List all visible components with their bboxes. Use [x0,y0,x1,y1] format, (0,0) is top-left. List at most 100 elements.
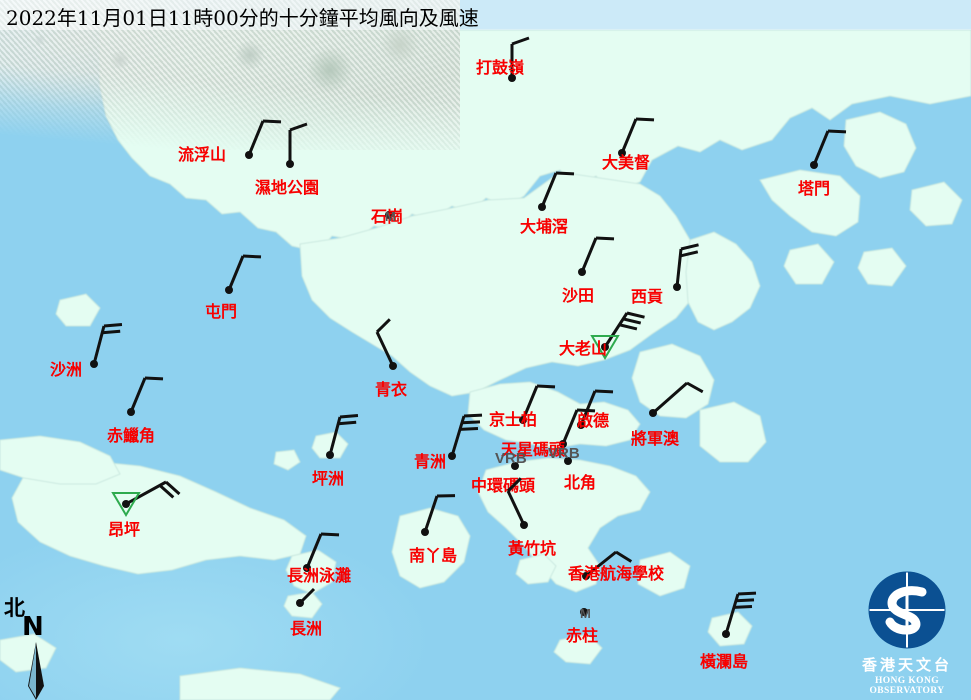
wind-barb-icon [812,129,847,166]
station-variable-wind-marker: VRB [548,445,580,462]
station-label: 天星碼頭 [501,440,566,459]
wind-barb-icon [579,389,614,426]
station-label: 流浮山 [178,145,227,164]
hko-logo: 香港天文台 HONG KONG OBSERVATORY [848,568,966,696]
station-dot [810,161,818,169]
wind-barb-icon [585,550,633,578]
wind-barb-icon [288,122,308,164]
station-dot [519,416,527,424]
compass-rose: 北 N [4,592,64,700]
station-dot [421,528,429,536]
station-dot [580,608,588,616]
wind-barb-icon [652,381,704,415]
station-dot [520,521,528,529]
wind-barb-icon [375,318,395,367]
station-label: 沙田 [562,286,595,305]
station-label: 南丫島 [409,546,458,565]
wind-barb-icon [540,171,575,208]
station-label: 長洲泳灘 [287,566,352,585]
station-dot [538,203,546,211]
wind-barb-icon [675,243,699,288]
hko-logo-icon [868,571,946,649]
station-label: 橫瀾島 [700,652,749,671]
station-label: 北角 [564,473,597,492]
station-label: 黃竹坑 [508,539,557,558]
station-label: 塔門 [798,179,831,198]
station-missing-marker: M [385,209,396,224]
station-dot [286,160,294,168]
wind-barb-icon [580,236,615,273]
station-dot [245,151,253,159]
station-label: 青洲 [414,452,447,471]
station-dot [90,360,98,368]
wind-barb-icon [305,532,340,569]
station-dot [564,457,572,465]
compass-north-chinese: 北 [4,595,25,620]
station-dot [578,268,586,276]
station-label: 香港航海學校 [568,564,665,583]
wind-barb-icon [111,480,181,517]
station-label: 大美督 [602,153,651,172]
station-dot [601,343,609,351]
wind-barb-icon [129,376,164,413]
wind-barb-icon [521,384,556,421]
station-dot [225,286,233,294]
wind-barb-icon [227,254,262,291]
station-label: 沙洲 [50,360,83,379]
station-dot [127,408,135,416]
wind-barb-icon [590,311,645,360]
station-label: 將軍澳 [631,429,680,448]
station-label: 赤鱲角 [107,426,156,445]
station-dot [722,630,730,638]
station-dot [326,451,334,459]
pennant-icon [111,492,141,517]
station-label: 青衣 [375,380,408,399]
compass-needle-icon [28,642,44,700]
wind-barb-icon [247,119,282,156]
station-dot [511,462,519,470]
station-dot [577,421,585,429]
station-label: 赤柱 [566,626,599,645]
page-title: 2022年11月01日11時00分的十分鐘平均風向及風速 [6,6,479,30]
wind-barb-icon [92,323,123,365]
station-label: 昂坪 [108,520,141,539]
station-missing-marker: M [580,606,591,621]
wind-barb-icon [724,591,757,635]
pennant-icon [590,335,620,360]
wind-barb-icon [328,414,359,456]
station-dot [559,440,567,448]
compass-north-letter: N [22,612,44,642]
wind-barb-icon [561,408,596,445]
station-dot [389,362,397,370]
wind-barb-icon [620,117,655,154]
title-bar [0,0,971,30]
station-dot [122,500,130,508]
hko-logo-english: HONG KONG OBSERVATORY [869,676,945,696]
station-dot [649,409,657,417]
station-label: 長洲 [290,619,323,638]
station-dot [448,452,456,460]
station-label: 濕地公園 [255,178,320,197]
wind-barb-icon [506,477,526,526]
station-label: 打鼓嶺 [476,58,525,77]
wind-barb-icon [510,36,530,78]
station-dot [582,572,590,580]
wind-barb-icon [450,413,483,457]
station-dot [618,149,626,157]
station-dot [385,211,393,219]
station-variable-wind-marker: VRB [495,450,527,467]
station-label: 大埔滘 [520,217,569,236]
hko-logo-chinese: 香港天文台 [861,656,952,674]
station-label: 啟德 [577,411,610,430]
station-label: 屯門 [205,302,238,321]
wind-barb-icon [423,494,456,533]
station-label: 坪洲 [312,469,345,488]
station-label: 西貢 [631,287,664,306]
station-label: 京士柏 [489,410,538,429]
station-dot [673,283,681,291]
station-label: 石崗 [371,207,404,226]
station-label: 大老山 [559,339,608,358]
station-dot [508,74,516,82]
